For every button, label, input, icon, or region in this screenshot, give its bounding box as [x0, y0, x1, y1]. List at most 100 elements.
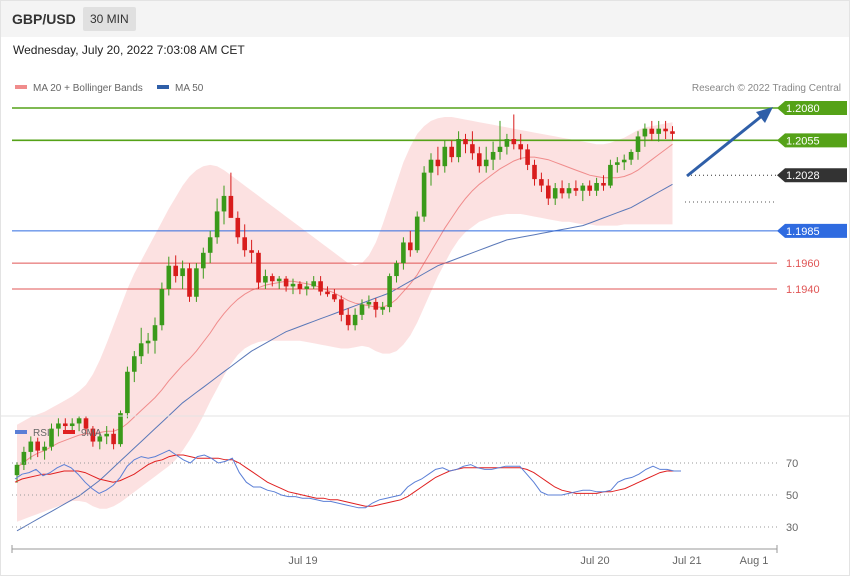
candle-body: [387, 276, 392, 308]
target-arrow-head: [756, 107, 773, 123]
candle-body: [228, 195, 234, 218]
ma50-line: [16, 183, 673, 532]
time-tick-label: Jul 21: [672, 555, 701, 567]
candle-body: [83, 418, 89, 429]
candle-body: [594, 182, 599, 191]
candle-body: [283, 278, 289, 287]
candle-body: [56, 423, 61, 429]
level-tag: [777, 133, 847, 148]
candle-body: [214, 211, 220, 238]
candle-body: [90, 428, 96, 442]
candle-body: [518, 144, 523, 150]
candle-body: [435, 159, 441, 167]
candle-body: [21, 451, 27, 465]
candle-body: [511, 139, 517, 145]
candle-body: [221, 195, 227, 212]
candle-body: [373, 301, 379, 310]
legend-ma50-swatch: [157, 85, 169, 89]
rsi-tick-label: 70: [786, 458, 798, 470]
candle-body: [628, 151, 634, 160]
credit-text: Research © 2022 Trading Central: [692, 83, 841, 94]
legend-9ma-label: 9MA: [81, 428, 102, 439]
candle-body: [539, 179, 544, 186]
candle-body: [642, 128, 648, 137]
candle-body: [463, 139, 468, 145]
candle-body: [270, 276, 275, 282]
legend-ma20-swatch: [15, 85, 27, 89]
time-tick-label: Aug 1: [740, 555, 769, 567]
candle-body: [442, 146, 448, 167]
target-arrow: [686, 113, 764, 178]
candle-body: [559, 188, 565, 194]
candle-body: [345, 314, 351, 326]
price-legend: MA 20 + Bollinger Bands MA 50 Research ©…: [15, 83, 841, 94]
candle-body: [118, 413, 123, 445]
candle-body: [587, 185, 592, 191]
candle-body: [332, 294, 337, 300]
level-tag: [777, 101, 847, 115]
chart-header: GBP/USD 30 MIN: [1, 1, 849, 37]
candle-body: [111, 433, 116, 445]
level-label: 1.2080: [786, 103, 820, 115]
level-label: 1.1985: [786, 226, 820, 238]
candle-body: [159, 289, 165, 326]
legend-rsi-swatch: [15, 430, 27, 434]
candle-body: [311, 281, 316, 287]
level-label: 1.1960: [786, 258, 820, 270]
candle-body: [325, 291, 330, 295]
candle-body: [401, 242, 406, 264]
candle-body: [408, 242, 413, 251]
candle-body: [42, 446, 47, 451]
candle-body: [49, 428, 54, 447]
candle-body: [573, 188, 579, 191]
candle-body: [242, 237, 247, 251]
candle-body: [663, 128, 668, 132]
level-tag: [777, 168, 847, 183]
candle-body: [249, 250, 254, 253]
candle-body: [194, 268, 199, 297]
candle-body: [552, 188, 558, 199]
candle-body: [173, 265, 178, 277]
time-axis: Jul 19 Jul 20 Jul 21 Aug 1: [11, 545, 778, 567]
candle-body: [138, 343, 144, 357]
candle-body: [394, 263, 399, 277]
candle-body: [635, 136, 641, 152]
level-tag: [777, 223, 847, 238]
candle-body: [152, 325, 158, 341]
rsi-tick-label: 50: [786, 490, 798, 502]
time-tick-label: Jul 20: [580, 555, 609, 567]
candle-body: [670, 131, 675, 134]
candle-body: [76, 418, 82, 424]
candle-body: [125, 371, 130, 414]
candle-body: [497, 146, 503, 152]
candle-body: [580, 185, 586, 191]
legend-rsi-label: RSI: [33, 428, 50, 439]
candle-body: [414, 216, 420, 251]
candle-body: [166, 265, 172, 289]
candle-body: [145, 340, 151, 344]
candle-body: [28, 441, 34, 452]
candle-body: [456, 139, 461, 158]
candle-body: [649, 128, 655, 134]
candle-body: [359, 304, 365, 315]
price-panel: 1.2080 1.2055 1.2028 1.1985 1.1960 1.1940: [12, 101, 847, 532]
level-label: 1.1940: [786, 284, 820, 296]
candle-body: [483, 159, 489, 167]
candle-body: [621, 159, 627, 163]
candle-body: [104, 433, 109, 437]
candle-body: [490, 151, 496, 160]
candle-body: [601, 182, 606, 186]
candle-body: [263, 276, 268, 283]
bollinger-band: [17, 117, 673, 522]
chart-timestamp: Wednesday, July 20, 2022 7:03:08 AM CET: [13, 43, 245, 57]
candle-body: [504, 139, 510, 147]
candle-body: [201, 252, 206, 269]
legend-9ma-swatch: [63, 430, 75, 434]
candle-body: [428, 159, 434, 173]
time-tick-label: Jul 19: [288, 555, 317, 567]
timeframe-badge[interactable]: 30 MIN: [83, 7, 136, 31]
candle-body: [470, 144, 475, 154]
candle-body: [97, 436, 103, 442]
